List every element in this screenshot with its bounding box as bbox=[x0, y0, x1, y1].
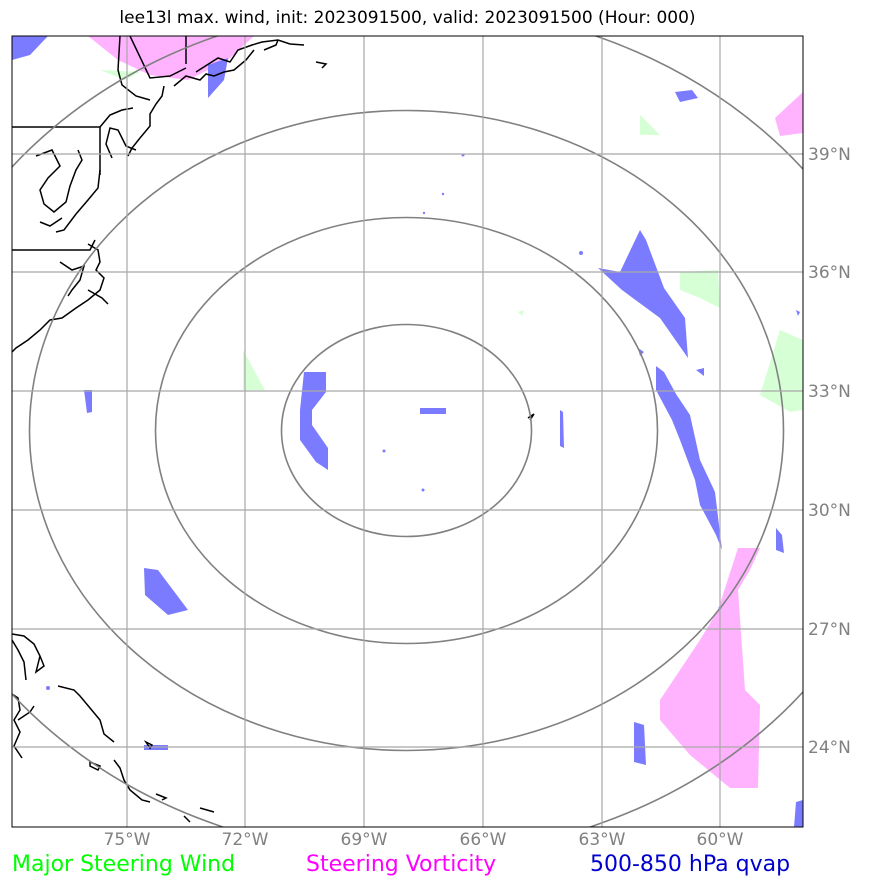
graticule bbox=[12, 36, 803, 827]
lat-tick-label: 27°N bbox=[808, 620, 851, 640]
lat-tick-label: 30°N bbox=[808, 501, 851, 521]
lat-tick-label: 24°N bbox=[808, 738, 851, 758]
lon-tick-label: 75°W bbox=[104, 830, 151, 850]
map-title: lee13l max. wind, init: 2023091500, vali… bbox=[119, 8, 696, 28]
qvap-areas bbox=[12, 36, 803, 827]
lat-tick-label: 36°N bbox=[808, 263, 851, 283]
vorticity-areas bbox=[88, 36, 803, 788]
longitude-labels: 75°W 72°W 69°W 66°W 63°W 60°W bbox=[104, 830, 744, 850]
lon-tick-label: 66°W bbox=[460, 830, 507, 850]
lon-tick-label: 69°W bbox=[341, 830, 388, 850]
lon-tick-label: 72°W bbox=[222, 830, 269, 850]
latitude-labels: 39°N 36°N 33°N 30°N 27°N 24°N bbox=[808, 145, 851, 758]
legend-steering-vorticity: Steering Vorticity bbox=[306, 852, 497, 877]
range-rings bbox=[12, 36, 803, 827]
lon-tick-label: 60°W bbox=[697, 830, 744, 850]
steering-wind-areas bbox=[100, 70, 803, 412]
legend-qvap: 500-850 hPa qvap bbox=[590, 852, 791, 877]
lat-tick-label: 39°N bbox=[808, 145, 851, 165]
map-frame bbox=[11, 35, 804, 828]
lat-tick-label: 33°N bbox=[808, 382, 851, 402]
lon-tick-label: 63°W bbox=[579, 830, 626, 850]
legend-steering-wind: Major Steering Wind bbox=[12, 852, 236, 877]
